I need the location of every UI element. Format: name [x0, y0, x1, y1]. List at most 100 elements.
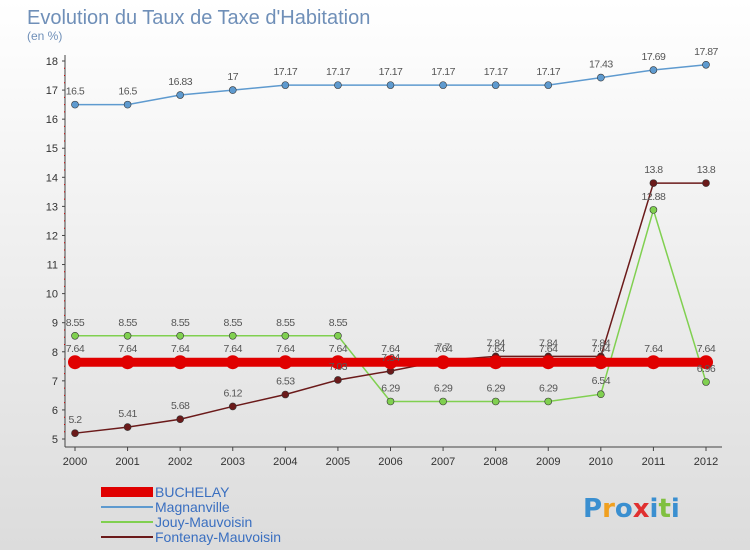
data-label: 8.55: [329, 317, 348, 329]
y-tick-label: 12: [46, 230, 58, 242]
data-point: [597, 73, 605, 82]
data-label: 7.84: [486, 337, 505, 349]
x-tick-label: 2002: [168, 456, 192, 468]
data-label: 17.17: [536, 66, 560, 78]
data-labels: 7.64 7.64 7.64 7.64 7.64 7.64 7.64 7.64 7.64 7.64…: [66, 46, 719, 426]
legend-swatch: [101, 536, 153, 538]
data-label: 7.64: [171, 343, 190, 355]
data-label: 8.55: [171, 317, 190, 329]
logo-letter: i: [650, 494, 659, 524]
data-label: 7.64: [697, 343, 716, 355]
chart-subtitle: (en %): [27, 29, 62, 43]
x-tick-label: 2009: [536, 456, 560, 468]
y-tick-label: 18: [46, 56, 58, 68]
y-tick-label: 10: [46, 289, 58, 301]
data-point: [334, 331, 342, 340]
data-point: [176, 331, 184, 340]
data-point: [699, 355, 713, 370]
data-point: [68, 355, 82, 370]
legend-swatch: [101, 487, 153, 497]
data-point: [228, 402, 237, 411]
data-label: 8.55: [66, 317, 85, 329]
data-point: [386, 397, 395, 406]
data-label: 17.43: [589, 59, 613, 71]
data-point: [541, 355, 556, 370]
logo-letter: o: [615, 494, 633, 524]
x-tick-label: 2012: [694, 456, 718, 468]
y-tick-label: 17: [46, 85, 58, 97]
data-label: 7.84: [539, 337, 558, 349]
x-tick-label: 2004: [273, 456, 297, 468]
data-point: [649, 206, 658, 214]
series-group: [68, 60, 713, 437]
data-point: [702, 60, 710, 69]
series-line: [74, 182, 706, 434]
data-label: 6.54: [592, 375, 611, 387]
logo-letter: r: [602, 494, 615, 524]
data-point: [173, 355, 188, 370]
data-label: 7.64: [592, 343, 611, 355]
axes: 5 6 7 8 9 10 11 12 13 14 15 16 17 18 2000 2001 2002 2003 2…: [46, 55, 722, 468]
data-point: [544, 397, 553, 406]
logo-letter: i: [671, 494, 680, 524]
data-label: 12.88: [642, 191, 666, 203]
data-label: 7.64: [224, 343, 243, 355]
data-label: 6.29: [434, 382, 453, 394]
data-point: [281, 390, 290, 399]
data-label: 17: [227, 71, 238, 83]
data-label: 16.83: [168, 76, 192, 88]
data-label: 7.64: [118, 343, 137, 355]
data-label: 8.55: [276, 317, 295, 329]
data-label: 7.64: [66, 343, 85, 355]
legend-swatch: [101, 506, 153, 508]
chart-title: Evolution du Taux de Taxe d'Habitation: [27, 7, 370, 29]
data-point: [488, 355, 503, 370]
data-label: 17.87: [694, 46, 718, 58]
data-point: [649, 179, 658, 187]
y-tick-label: 5: [52, 434, 58, 446]
data-label: 17.17: [326, 66, 350, 78]
data-label: 16.5: [118, 86, 137, 98]
y-tick-label: 15: [46, 143, 58, 155]
y-tick-label: 6: [52, 405, 58, 417]
data-label: 7.64: [539, 343, 558, 355]
data-point: [176, 415, 184, 424]
y-tick-label: 16: [46, 114, 58, 126]
data-label: 13.8: [697, 164, 716, 176]
data-label: 7.84: [592, 337, 611, 349]
data-point: [71, 331, 79, 340]
data-point: [334, 376, 342, 384]
x-tick-label: 2011: [642, 456, 666, 468]
data-label: 7.64: [276, 343, 295, 355]
data-point: [71, 100, 79, 109]
legend: BUCHELAYMagnanvilleJouy-MauvoisinFontena…: [101, 484, 281, 545]
data-point: [439, 81, 447, 89]
data-label: 7.64: [329, 343, 348, 355]
data-label: 16.5: [66, 86, 85, 98]
data-point: [491, 397, 500, 406]
data-point: [593, 355, 608, 370]
y-tick-label: 8: [52, 347, 58, 359]
x-tick-label: 2008: [483, 456, 507, 468]
logo-letter: x: [633, 494, 650, 524]
data-label: 7.03: [329, 361, 348, 373]
data-label: 17.17: [484, 66, 508, 78]
x-tick-label: 2007: [431, 456, 455, 468]
data-label: 17.17: [431, 66, 455, 78]
data-point: [702, 378, 710, 386]
data-point: [646, 355, 661, 370]
legend-label: BUCHELAY: [155, 484, 230, 500]
y-tick-label: 14: [46, 172, 58, 184]
data-label: 5.41: [118, 408, 137, 420]
data-point: [439, 397, 447, 406]
logo-letter: t: [658, 494, 670, 524]
data-label: 7.64: [486, 343, 505, 355]
data-label: 5.68: [171, 400, 190, 412]
data-point: [544, 81, 553, 89]
data-label: 6.12: [224, 387, 243, 399]
data-point: [278, 355, 293, 370]
data-label: 17.17: [379, 66, 403, 78]
logo-letter: P: [583, 494, 602, 524]
data-label: 7.64: [644, 343, 663, 355]
